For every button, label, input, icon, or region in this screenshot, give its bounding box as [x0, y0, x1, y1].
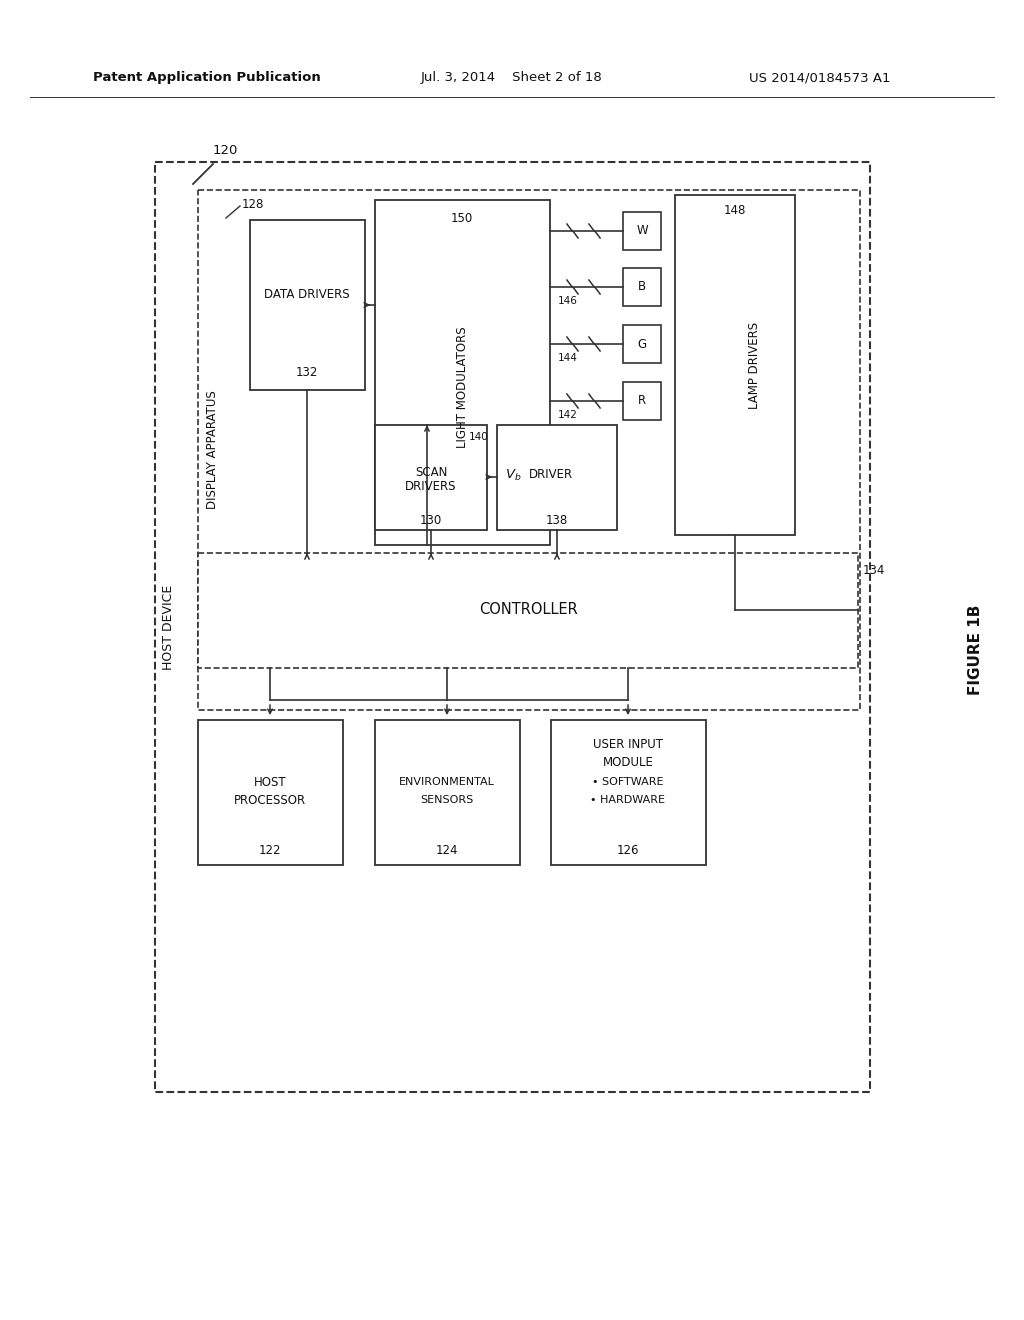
- Text: 130: 130: [420, 513, 442, 527]
- Bar: [551, 719, 706, 865]
- Text: 150: 150: [451, 211, 473, 224]
- Text: 132: 132: [296, 366, 318, 379]
- Text: 126: 126: [616, 843, 639, 857]
- Text: CONTROLLER: CONTROLLER: [478, 602, 578, 618]
- Text: • SOFTWARE: • SOFTWARE: [592, 777, 664, 787]
- Text: US 2014/0184573 A1: US 2014/0184573 A1: [750, 71, 891, 84]
- Text: B: B: [638, 281, 646, 293]
- Bar: [623, 325, 662, 363]
- Bar: [198, 553, 858, 668]
- Text: 124: 124: [436, 843, 459, 857]
- Bar: [375, 425, 487, 531]
- Bar: [623, 213, 662, 249]
- Text: 134: 134: [863, 565, 886, 578]
- Text: 140: 140: [469, 432, 489, 442]
- Text: 146: 146: [558, 296, 578, 306]
- Text: • HARDWARE: • HARDWARE: [591, 795, 666, 805]
- Bar: [623, 381, 662, 420]
- Bar: [155, 162, 870, 1092]
- Text: 120: 120: [212, 144, 238, 157]
- Text: Patent Application Publication: Patent Application Publication: [93, 71, 321, 84]
- Text: LAMP DRIVERS: LAMP DRIVERS: [749, 322, 762, 409]
- Bar: [623, 268, 662, 306]
- Text: MODULE: MODULE: [602, 756, 653, 770]
- Bar: [375, 719, 520, 865]
- Bar: [250, 220, 365, 389]
- Text: LIGHT MODULATORS: LIGHT MODULATORS: [456, 326, 469, 447]
- Bar: [675, 195, 795, 535]
- Bar: [497, 425, 617, 531]
- Text: ENVIRONMENTAL: ENVIRONMENTAL: [399, 777, 495, 787]
- Text: W: W: [636, 224, 648, 238]
- Bar: [198, 190, 860, 710]
- Text: SENSORS: SENSORS: [421, 795, 474, 805]
- Text: SCAN: SCAN: [415, 466, 447, 479]
- Text: FIGURE 1B: FIGURE 1B: [968, 605, 982, 696]
- Text: 122: 122: [259, 843, 282, 857]
- Bar: [375, 201, 550, 545]
- Text: PROCESSOR: PROCESSOR: [233, 793, 306, 807]
- Text: DATA DRIVERS: DATA DRIVERS: [264, 289, 350, 301]
- Text: 138: 138: [546, 513, 568, 527]
- Text: $V_b$: $V_b$: [505, 467, 521, 483]
- Text: HOST DEVICE: HOST DEVICE: [163, 585, 175, 669]
- Text: DISPLAY APPARATUS: DISPLAY APPARATUS: [206, 391, 218, 510]
- Text: Jul. 3, 2014    Sheet 2 of 18: Jul. 3, 2014 Sheet 2 of 18: [421, 71, 603, 84]
- Text: 142: 142: [558, 411, 578, 420]
- Text: 144: 144: [558, 352, 578, 363]
- Bar: [198, 719, 343, 865]
- Text: R: R: [638, 395, 646, 408]
- Text: G: G: [637, 338, 646, 351]
- Text: DRIVERS: DRIVERS: [406, 480, 457, 494]
- Text: 128: 128: [242, 198, 264, 211]
- Text: HOST: HOST: [254, 776, 287, 788]
- Text: DRIVER: DRIVER: [529, 469, 573, 482]
- Text: 148: 148: [724, 203, 746, 216]
- Text: USER INPUT: USER INPUT: [593, 738, 663, 751]
